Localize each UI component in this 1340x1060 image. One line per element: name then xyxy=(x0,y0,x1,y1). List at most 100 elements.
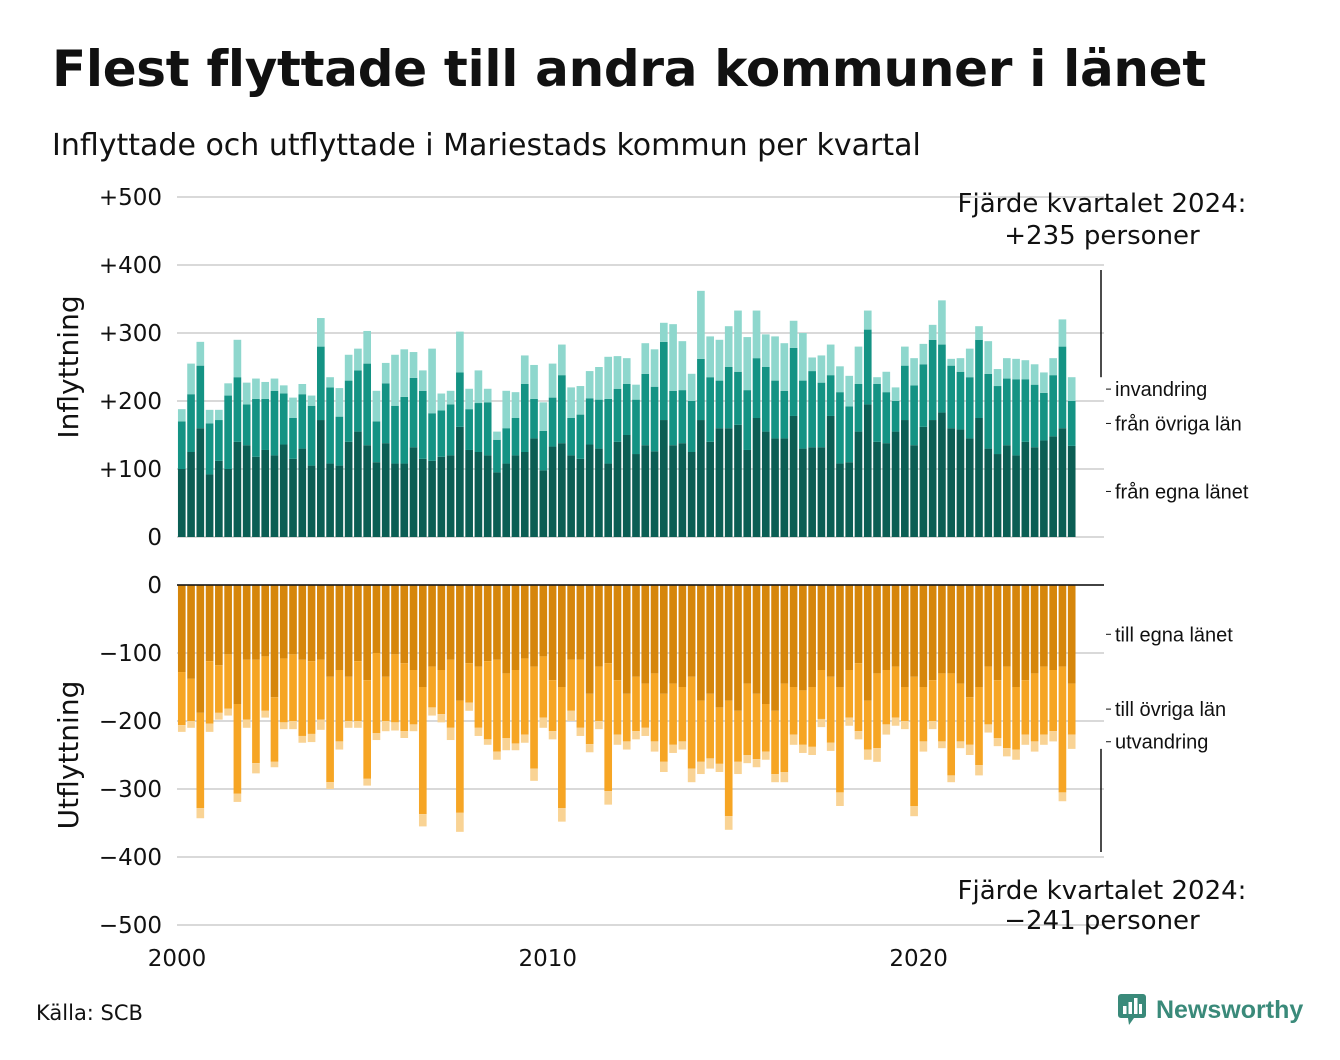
bar-segment-från-övriga-län xyxy=(335,416,344,466)
bar-segment-från-övriga-län xyxy=(817,382,826,448)
bar-segment-utvandring xyxy=(761,751,770,760)
bar-segment-från-övriga-län xyxy=(261,398,270,450)
bar-segment-från-egna-länet xyxy=(493,472,501,537)
bar-segment-utvandring xyxy=(799,744,807,753)
bar-segment-utvandring xyxy=(539,717,548,728)
bar-segment-invandring xyxy=(344,354,353,381)
bar-segment-utvandring xyxy=(808,746,816,755)
bar-segment-utvandring xyxy=(965,744,974,755)
bar-segment-till-egna-länet xyxy=(567,585,575,660)
bar-segment-invandring xyxy=(530,364,538,399)
bar-segment-från-egna-länet xyxy=(1021,441,1030,537)
bar-segment-från-egna-länet xyxy=(511,455,520,537)
legend-label: till egna länet xyxy=(1115,624,1233,646)
bar-segment-från-egna-länet xyxy=(344,441,353,537)
bar-segment-invandring xyxy=(1067,377,1076,401)
bar-segment-invandring xyxy=(437,393,446,411)
bar-segment-utvandring xyxy=(205,723,214,732)
bar-segment-från-övriga-län xyxy=(289,418,297,459)
bar-segment-utvandring xyxy=(372,733,381,741)
bar-segment-invandring xyxy=(1030,364,1039,385)
bar-segment-från-övriga-län xyxy=(233,377,242,442)
bar-segment-till-övriga-län xyxy=(270,697,279,762)
bar-segment-från-övriga-län xyxy=(632,399,640,455)
bar-segment-till-egna-länet xyxy=(465,585,473,664)
bar-segment-invandring xyxy=(242,382,251,405)
bar-segment-till-övriga-län xyxy=(817,670,826,719)
y-axis-title: Inflyttning xyxy=(52,295,85,438)
bar-segment-invandring xyxy=(233,339,242,378)
bar-segment-från-övriga-län xyxy=(836,392,844,464)
bar-segment-till-övriga-län xyxy=(548,680,557,732)
bar-segment-från-egna-länet xyxy=(1067,445,1076,537)
bar-segment-utvandring xyxy=(752,759,761,768)
bar-segment-från-övriga-län xyxy=(882,392,891,444)
legend-label: invandring xyxy=(1115,379,1207,401)
bar-segment-till-övriga-län xyxy=(363,680,372,779)
bar-segment-invandring xyxy=(678,341,687,391)
bar-segment-till-egna-länet xyxy=(984,585,993,667)
bar-segment-från-egna-länet xyxy=(984,448,993,537)
bar-segment-till-egna-länet xyxy=(381,585,390,677)
bar-segment-från-egna-länet xyxy=(483,455,492,537)
bar-segment-från-egna-länet xyxy=(965,438,974,537)
bar-segment-till-egna-länet xyxy=(483,585,492,662)
bar-segment-till-egna-länet xyxy=(873,585,881,674)
bar-segment-till-egna-länet xyxy=(659,585,668,694)
bar-segment-utvandring xyxy=(437,714,446,723)
bar-segment-från-övriga-län xyxy=(697,358,705,421)
bar-segment-utvandring xyxy=(400,731,409,738)
bar-segment-från-egna-länet xyxy=(177,469,186,537)
bar-segment-till-egna-länet xyxy=(706,585,714,694)
bar-segment-till-övriga-län xyxy=(224,654,232,709)
bar-segment-från-övriga-län xyxy=(317,346,325,421)
x-tick-label: 2010 xyxy=(519,946,578,972)
annotation-text: −241 personer xyxy=(1004,906,1200,936)
bar-segment-från-övriga-län xyxy=(1002,378,1011,446)
bar-segment-invandring xyxy=(808,357,816,372)
annotation-text: Fjärde kvartalet 2024: xyxy=(958,876,1247,906)
bar-segment-utvandring xyxy=(428,707,436,716)
bar-segment-invandring xyxy=(854,346,863,384)
bar-segment-invandring xyxy=(697,290,705,359)
bar-segment-till-övriga-län xyxy=(1002,666,1011,749)
bar-segment-till-egna-länet xyxy=(854,585,863,664)
bar-segment-till-egna-länet xyxy=(771,585,779,711)
bar-segment-utvandring xyxy=(826,742,835,751)
brand-logo: Newsworthy xyxy=(1118,994,1303,1026)
bar-segment-från-egna-länet xyxy=(233,441,242,537)
bar-segment-från-egna-länet xyxy=(391,463,399,537)
bar-segment-till-övriga-län xyxy=(409,670,418,725)
bar-segment-från-övriga-län xyxy=(845,406,854,463)
bar-segment-från-egna-länet xyxy=(187,452,195,537)
bar-segment-från-egna-länet xyxy=(261,449,270,537)
bar-segment-till-egna-länet xyxy=(317,585,325,660)
bar-segment-till-övriga-län xyxy=(298,659,307,736)
bar-segment-utvandring xyxy=(558,808,566,822)
bar-segment-till-övriga-län xyxy=(585,693,594,745)
bar-segment-från-övriga-län xyxy=(456,372,464,427)
bar-segment-invandring xyxy=(650,349,659,387)
bar-segment-till-egna-länet xyxy=(687,585,696,677)
bar-segment-från-egna-länet xyxy=(456,426,464,537)
bar-segment-till-egna-länet xyxy=(845,585,854,670)
bar-segment-invandring xyxy=(1040,372,1048,393)
bar-segment-från-övriga-län xyxy=(1030,384,1039,448)
bar-segment-utvandring xyxy=(891,717,900,726)
bar-segment-utvandring xyxy=(456,812,464,832)
bar-segment-till-övriga-län xyxy=(928,680,937,721)
bar-segment-till-övriga-län xyxy=(279,658,288,723)
bar-segment-till-egna-länet xyxy=(743,585,752,684)
bar-segment-utvandring xyxy=(650,741,659,752)
bar-segment-till-egna-länet xyxy=(697,585,705,701)
bar-segment-till-övriga-län xyxy=(502,673,511,738)
bar-segment-invandring xyxy=(502,390,511,429)
bar-segment-från-egna-länet xyxy=(1058,428,1067,537)
bar-segment-från-övriga-län xyxy=(956,371,965,430)
bar-segment-från-övriga-län xyxy=(215,420,223,461)
bar-segment-invandring xyxy=(307,395,316,406)
bar-segment-till-egna-länet xyxy=(1040,585,1048,667)
bar-segment-till-övriga-län xyxy=(483,661,492,740)
bar-segment-till-egna-länet xyxy=(326,585,334,677)
bar-segment-till-övriga-län xyxy=(919,687,928,742)
